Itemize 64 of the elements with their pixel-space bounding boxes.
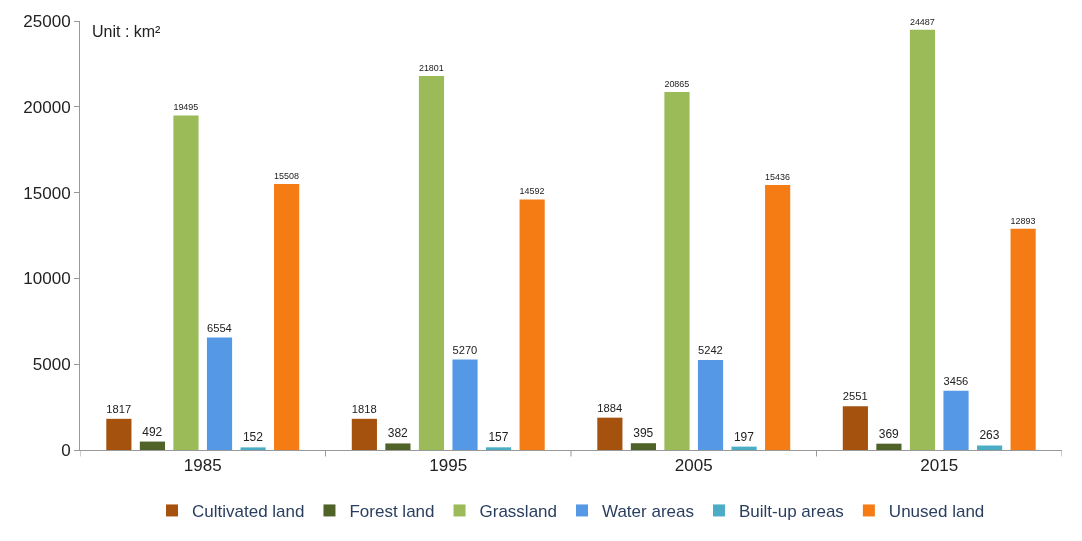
- bar: [664, 91, 690, 450]
- x-tick-label: 1985: [183, 456, 222, 476]
- bar: [697, 360, 724, 450]
- data-label: 15508: [274, 170, 299, 181]
- bar: [106, 418, 132, 450]
- x-tick-label: 2015: [920, 456, 959, 476]
- y-tick-label: 20000: [23, 97, 71, 117]
- data-label: 157: [488, 430, 509, 445]
- x-tick-label: 2005: [674, 456, 713, 476]
- data-label: 15436: [765, 171, 790, 182]
- y-tick-label: 0: [61, 440, 71, 460]
- data-label: 5270: [452, 343, 478, 356]
- bar: [418, 75, 445, 450]
- legend-label: Grassland: [479, 502, 557, 522]
- y-tick-label: 10000: [23, 269, 71, 289]
- y-tick-label: 5000: [32, 355, 71, 375]
- data-label: 14592: [519, 186, 545, 197]
- data-label: 492: [142, 424, 163, 439]
- bar: [977, 445, 1003, 450]
- data-label: 1884: [597, 401, 623, 414]
- bar: [486, 447, 512, 450]
- y-tick-label: 15000: [23, 183, 71, 203]
- bar: [385, 443, 411, 450]
- data-label: 369: [878, 426, 900, 441]
- bar: [274, 183, 300, 450]
- bar: [452, 359, 478, 450]
- bar: [765, 185, 791, 450]
- legend-label: Built-up areas: [738, 502, 844, 522]
- bar: [519, 199, 545, 450]
- bar: [597, 417, 623, 450]
- bar: [943, 390, 969, 450]
- data-label: 5242: [697, 344, 723, 357]
- y-tick-label: 25000: [23, 11, 71, 31]
- data-label: 3456: [943, 374, 969, 387]
- bar: [206, 337, 233, 450]
- data-label: 382: [387, 426, 409, 441]
- data-label: 395: [633, 426, 654, 441]
- data-label: 2551: [842, 390, 868, 403]
- data-label: 152: [242, 430, 264, 445]
- data-label: 6554: [206, 321, 232, 334]
- annotation: Unit : km²: [92, 23, 162, 40]
- bar: [1010, 228, 1036, 450]
- data-label: 24487: [909, 16, 935, 27]
- legend-label: Cultivated land: [192, 502, 305, 522]
- bar: [240, 447, 266, 450]
- data-label: 263: [979, 428, 1000, 443]
- data-label: 1818: [351, 403, 377, 416]
- legend-label: Forest land: [349, 502, 435, 522]
- data-label: 19495: [173, 102, 199, 113]
- bar: [876, 443, 902, 450]
- legend-label: Unused land: [888, 502, 985, 522]
- data-label: 20865: [664, 78, 690, 89]
- data-label: 21801: [418, 62, 444, 73]
- data-label: 197: [733, 429, 755, 444]
- bar: [173, 115, 199, 450]
- x-tick-label: 1995: [429, 456, 468, 476]
- legend-label: Water areas: [602, 502, 694, 522]
- data-label: 1817: [106, 403, 132, 416]
- data-label: 12893: [1010, 215, 1036, 226]
- bar: [139, 441, 165, 450]
- bar: [909, 29, 936, 450]
- bar: [351, 418, 377, 450]
- bar: [630, 443, 656, 450]
- bar: [842, 406, 868, 450]
